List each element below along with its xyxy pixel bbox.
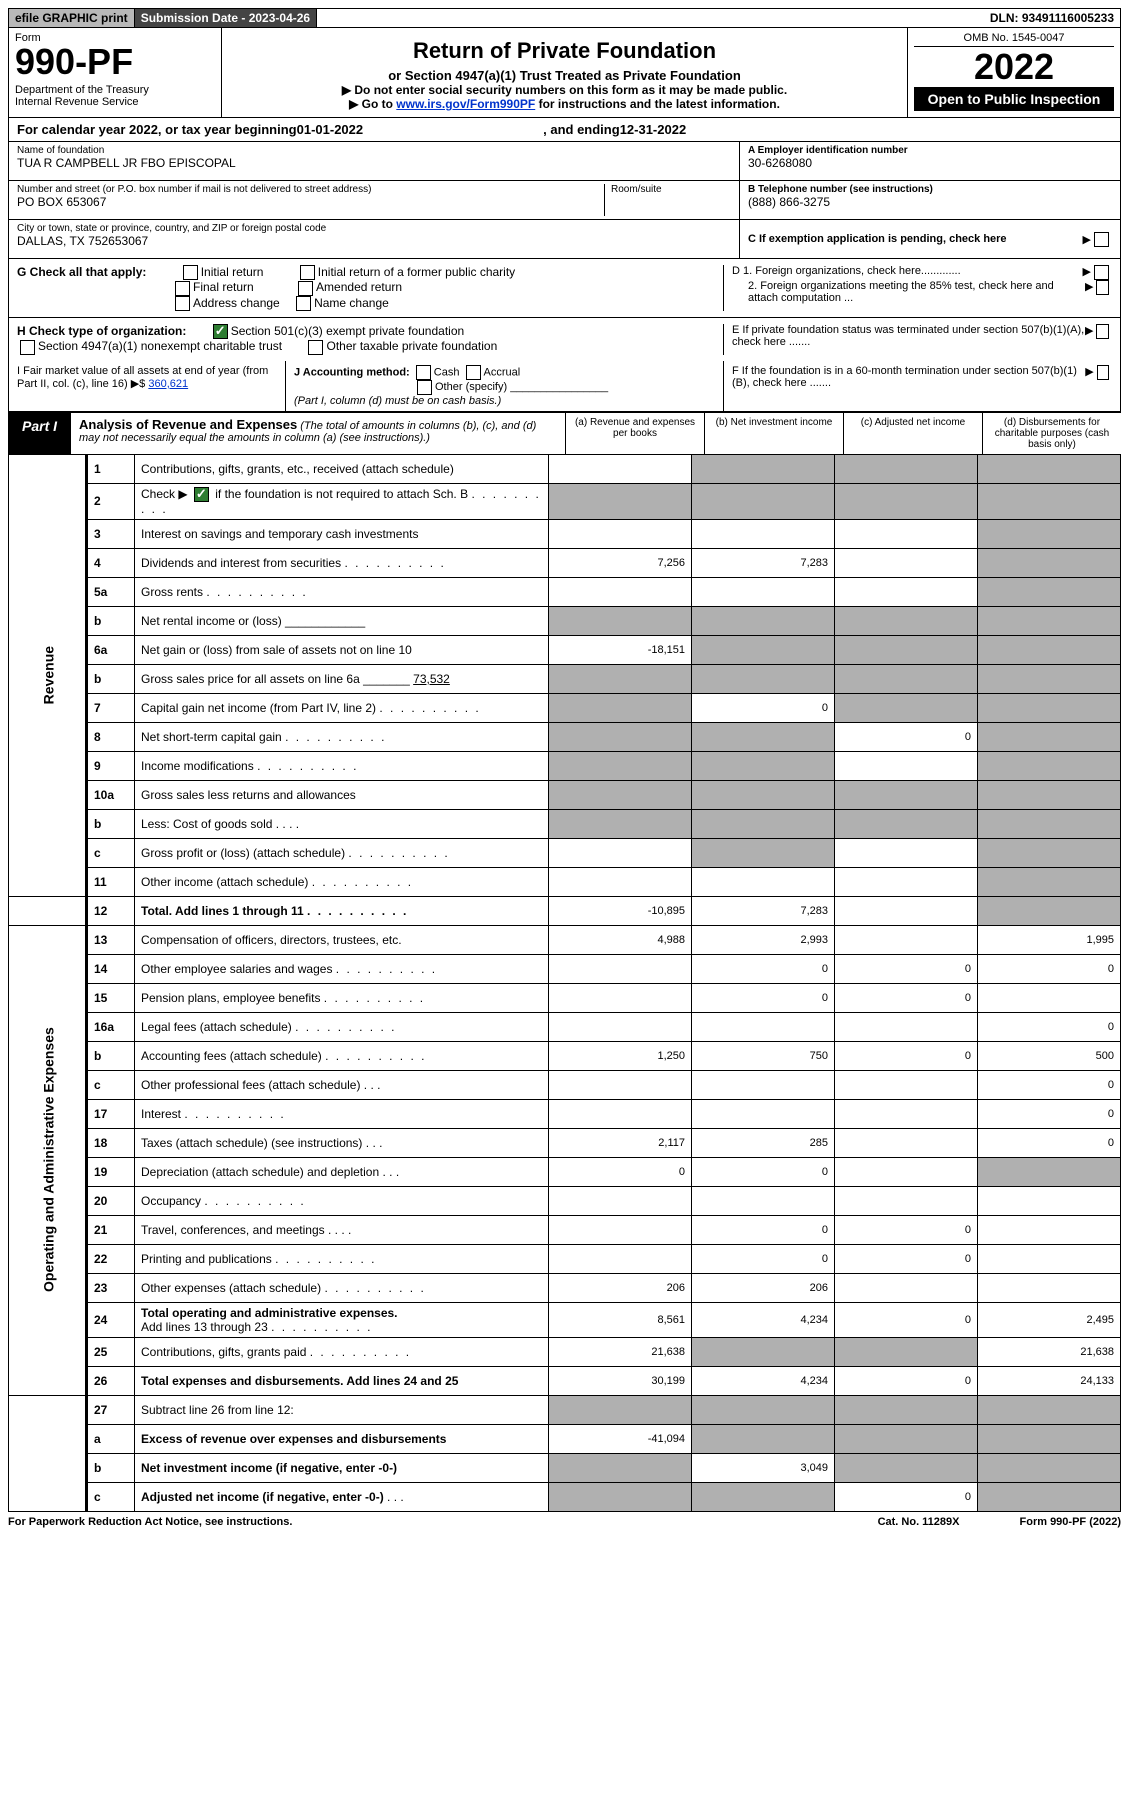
submission-date: Submission Date - 2023-04-26: [135, 9, 317, 27]
ijf-row: I Fair market value of all assets at end…: [8, 361, 1121, 412]
r12-b: 7,283: [692, 896, 835, 925]
r4-b: 7,283: [692, 548, 835, 577]
footer-left: For Paperwork Reduction Act Notice, see …: [8, 1516, 292, 1528]
phone-label: B Telephone number (see instructions): [748, 184, 1112, 195]
f-label: F If the foundation is in a 60-month ter…: [732, 365, 1085, 407]
ein: 30-6268080: [748, 156, 1112, 170]
h-label: H Check type of organization:: [17, 324, 186, 338]
h-501c3[interactable]: [213, 324, 228, 339]
d2-checkbox[interactable]: [1096, 280, 1109, 295]
col-b: (b) Net investment income: [705, 412, 844, 454]
warn-line: ▶ Do not enter social security numbers o…: [228, 83, 901, 97]
f-checkbox[interactable]: [1097, 365, 1109, 380]
r12-a: -10,895: [549, 896, 692, 925]
i-label: I Fair market value of all assets at end…: [17, 365, 268, 390]
col-a: (a) Revenue and expenses per books: [566, 412, 705, 454]
r6a-a: -18,151: [549, 635, 692, 664]
part1-title: Analysis of Revenue and Expenses: [79, 417, 297, 432]
part1-label: Part I: [8, 412, 71, 454]
efile-label: efile GRAPHIC print: [9, 9, 135, 27]
j-other[interactable]: [417, 380, 432, 395]
open-inspection: Open to Public Inspection: [914, 87, 1114, 111]
e-label: E If private foundation status was termi…: [732, 324, 1085, 355]
i-value[interactable]: 360,621: [148, 378, 188, 390]
g-label: G Check all that apply:: [17, 265, 146, 279]
foundation-addr: PO BOX 653067: [17, 195, 604, 209]
e-checkbox[interactable]: [1096, 324, 1109, 339]
d1-checkbox[interactable]: [1094, 265, 1109, 280]
form-subtitle: or Section 4947(a)(1) Trust Treated as P…: [228, 68, 901, 83]
room-label: Room/suite: [611, 184, 731, 195]
h-other[interactable]: [308, 340, 323, 355]
r6b-v: 73,532: [413, 672, 450, 686]
form-header: Form 990-PF Department of the Treasury I…: [8, 28, 1121, 118]
city-label: City or town, state or province, country…: [17, 223, 731, 234]
form-title: Return of Private Foundation: [228, 38, 901, 64]
d2: 2. Foreign organizations meeting the 85%…: [732, 280, 1085, 304]
c-checkbox[interactable]: [1094, 232, 1109, 247]
g-address[interactable]: [175, 296, 190, 311]
schb-checkbox[interactable]: [194, 487, 209, 502]
j-note: (Part I, column (d) must be on cash basi…: [294, 395, 501, 407]
r4-a: 7,256: [549, 548, 692, 577]
r8-c: 0: [835, 722, 978, 751]
col-d: (d) Disbursements for charitable purpose…: [983, 412, 1121, 454]
foundation-city: DALLAS, TX 752653067: [17, 234, 731, 248]
dln: DLN: 93491116005233: [984, 9, 1120, 27]
r7-b: 0: [692, 693, 835, 722]
j-accrual[interactable]: [466, 365, 481, 380]
info-grid: Name of foundation TUA R CAMPBELL JR FBO…: [8, 142, 1121, 259]
footer-mid: Cat. No. 11289X: [878, 1516, 960, 1528]
c-label: C If exemption application is pending, c…: [748, 233, 1007, 245]
dept: Department of the Treasury Internal Reve…: [15, 84, 215, 108]
g-initial[interactable]: [183, 265, 198, 280]
foundation-name: TUA R CAMPBELL JR FBO EPISCOPAL: [17, 156, 731, 170]
ein-label: A Employer identification number: [748, 145, 1112, 156]
g-row: G Check all that apply: Initial return I…: [8, 259, 1121, 317]
page-footer: For Paperwork Reduction Act Notice, see …: [8, 1512, 1121, 1532]
name-label: Name of foundation: [17, 145, 731, 156]
d1: D 1. Foreign organizations, check here..…: [732, 265, 961, 280]
form-link[interactable]: www.irs.gov/Form990PF: [396, 97, 535, 111]
top-bar: efile GRAPHIC print Submission Date - 20…: [8, 8, 1121, 28]
calendar-year-row: For calendar year 2022, or tax year begi…: [8, 118, 1121, 142]
g-name[interactable]: [296, 296, 311, 311]
side-expenses: Operating and Administrative Expenses: [9, 925, 87, 1395]
h-4947[interactable]: [20, 340, 35, 355]
omb: OMB No. 1545-0047: [914, 32, 1114, 47]
g-final[interactable]: [175, 281, 190, 296]
year-end: 12-31-2022: [620, 122, 687, 137]
part1-header: Part I Analysis of Revenue and Expenses …: [8, 412, 1121, 454]
g-amended[interactable]: [298, 281, 313, 296]
j-label: J Accounting method:: [294, 366, 410, 378]
tax-year: 2022: [914, 47, 1114, 87]
side-revenue: Revenue: [9, 454, 87, 896]
addr-label: Number and street (or P.O. box number if…: [17, 184, 604, 195]
phone: (888) 866-3275: [748, 195, 1112, 209]
footer-right: Form 990-PF (2022): [1020, 1516, 1122, 1528]
col-c: (c) Adjusted net income: [844, 412, 983, 454]
j-cash[interactable]: [416, 365, 431, 380]
year-begin: 01-01-2022: [297, 122, 364, 137]
goto-line: ▶ Go to www.irs.gov/Form990PF for instru…: [228, 97, 901, 111]
g-initial-former[interactable]: [300, 265, 315, 280]
form-number: 990-PF: [15, 44, 215, 80]
part1-table: Revenue 1Contributions, gifts, grants, e…: [8, 454, 1121, 1512]
h-row: H Check type of organization: Section 50…: [8, 317, 1121, 361]
